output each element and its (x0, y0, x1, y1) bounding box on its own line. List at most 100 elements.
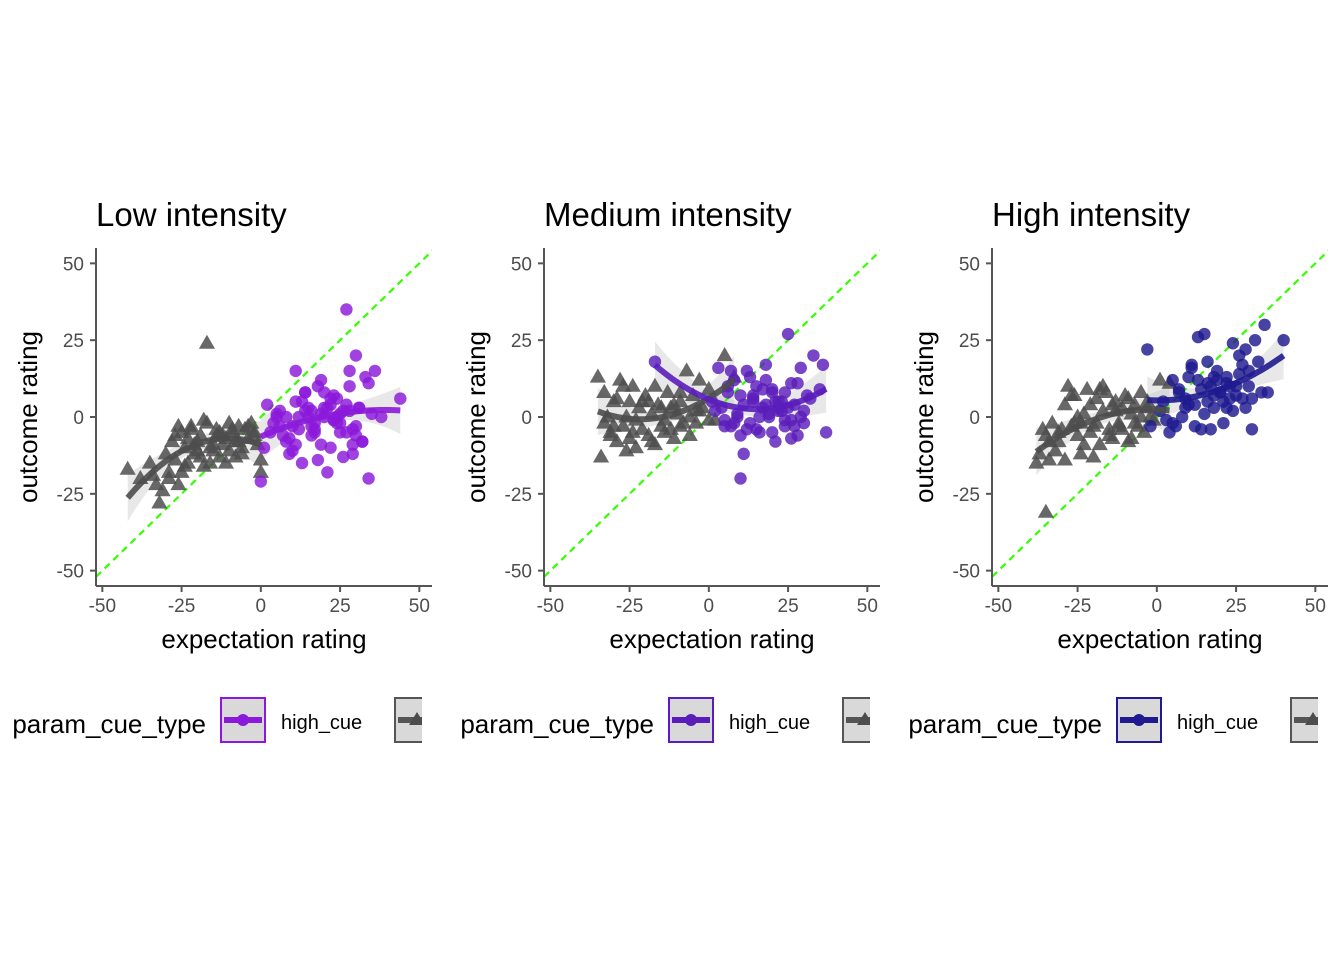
data-point-high-cue (362, 472, 375, 485)
legend-key-point-high-cue (237, 714, 249, 726)
data-point-low-cue (211, 423, 228, 438)
data-point-low-cue (1056, 451, 1073, 466)
data-point-high-cue (1144, 420, 1157, 433)
y-tick-label: 0 (969, 408, 980, 429)
data-point-high-cue (311, 453, 325, 467)
data-point-low-cue (1151, 371, 1169, 386)
data-point-low-cue (195, 411, 212, 426)
data-point-low-cue (1091, 436, 1108, 451)
data-point-high-cue (314, 373, 328, 387)
data-point-low-cue (1091, 380, 1108, 395)
data-point-low-cue (691, 371, 708, 386)
data-point-low-cue (1028, 454, 1045, 469)
data-point-low-cue (1060, 377, 1077, 392)
data-point-high-cue (712, 361, 725, 375)
y-tick-label: 0 (521, 408, 532, 429)
data-point-low-cue (202, 454, 219, 469)
data-point-high-cue (299, 404, 312, 418)
data-point-low-cue (227, 448, 244, 463)
data-point-low-cue (672, 417, 689, 432)
data-point-high-cue (343, 380, 356, 393)
legend-key-point-low-cue (409, 712, 422, 725)
data-point-high-cue (1188, 420, 1202, 433)
data-point-high-cue (1182, 398, 1195, 411)
confidence-ribbon-low_cue (597, 355, 735, 436)
plot-area (992, 249, 1328, 578)
data-point-high-cue (753, 410, 766, 424)
data-point-low-cue (646, 436, 664, 451)
data-point-low-cue (224, 420, 241, 435)
data-point-high-cue (1198, 327, 1211, 341)
legend-key-point-high-cue (1133, 714, 1145, 726)
data-point-low-cue (1075, 436, 1092, 451)
data-point-low-cue (1047, 442, 1064, 457)
data-point-low-cue (173, 463, 190, 478)
data-point-high-cue (785, 432, 798, 445)
confidence-ribbon-high_cue (260, 386, 401, 461)
legend-key-point-high-cue (685, 714, 697, 726)
data-point-low-cue (688, 414, 705, 429)
data-point-high-cue (1245, 423, 1259, 436)
data-point-high-cue (816, 358, 830, 371)
data-point-low-cue (1132, 408, 1150, 423)
data-point-high-cue (343, 364, 356, 378)
data-point-low-cue (1110, 417, 1127, 432)
data-point-high-cue (308, 426, 321, 439)
x-tick-label: -25 (1064, 596, 1091, 617)
data-point-high-cue (788, 420, 801, 433)
data-point-high-cue (819, 426, 833, 439)
data-point-high-cue (1226, 337, 1240, 350)
identity-line (544, 249, 880, 578)
data-point-high-cue (1141, 343, 1154, 356)
legend: param_cue_type high_cue (460, 697, 870, 743)
data-point-high-cue (750, 423, 763, 436)
data-point-high-cue (766, 426, 779, 439)
data-point-low-cue (589, 368, 606, 383)
data-point-high-cue (778, 413, 792, 427)
data-point-high-cue (1239, 343, 1252, 356)
data-point-low-cue (681, 426, 698, 441)
data-point-high-cue (295, 456, 309, 470)
data-point-low-cue (627, 439, 644, 454)
y-tick-label: 50 (63, 254, 84, 275)
x-tick-label: -25 (616, 596, 643, 617)
trend-line-high-cue (653, 362, 828, 413)
data-point-high-cue (759, 358, 773, 371)
data-point-low-cue (1037, 426, 1054, 441)
legend: param_cue_type high_cue (12, 697, 422, 743)
data-point-low-cue (653, 399, 670, 414)
data-point-low-cue (592, 448, 610, 463)
data-point-low-cue (672, 383, 689, 398)
data-point-high-cue (337, 450, 350, 464)
data-point-low-cue (602, 426, 619, 441)
data-point-low-cue (1136, 423, 1153, 438)
y-axis-title: outcome rating (13, 331, 43, 503)
data-point-low-cue (1044, 414, 1061, 429)
panel-title: Medium intensity (544, 196, 792, 233)
data-point-low-cue (170, 476, 187, 491)
data-point-high-cue (794, 410, 807, 424)
data-point-high-cue (340, 303, 353, 316)
data-point-high-cue (1258, 318, 1271, 332)
data-point-low-cue (167, 451, 184, 466)
data-point-high-cue (740, 423, 754, 436)
data-point-low-cue (608, 390, 625, 405)
data-point-low-cue (1104, 396, 1121, 411)
data-point-low-cue (605, 417, 622, 432)
data-point-low-cue (170, 417, 187, 432)
data-point-low-cue (700, 411, 717, 426)
data-point-high-cue (1198, 407, 1211, 421)
data-point-high-cue (394, 392, 407, 405)
data-point-high-cue (346, 423, 359, 436)
x-tick-label: 0 (256, 596, 267, 617)
x-axis-title: expectation rating (1057, 624, 1262, 654)
x-tick-label: 50 (857, 596, 878, 617)
data-point-high-cue (1201, 355, 1214, 368)
data-point-high-cue (1239, 401, 1252, 414)
data-point-high-cue (368, 364, 382, 378)
x-axis-title: expectation rating (609, 624, 814, 654)
y-tick-label: 50 (959, 254, 980, 275)
data-point-low-cue (1120, 390, 1137, 405)
data-point-high-cue (1201, 377, 1214, 390)
panel-title: High intensity (992, 196, 1191, 233)
